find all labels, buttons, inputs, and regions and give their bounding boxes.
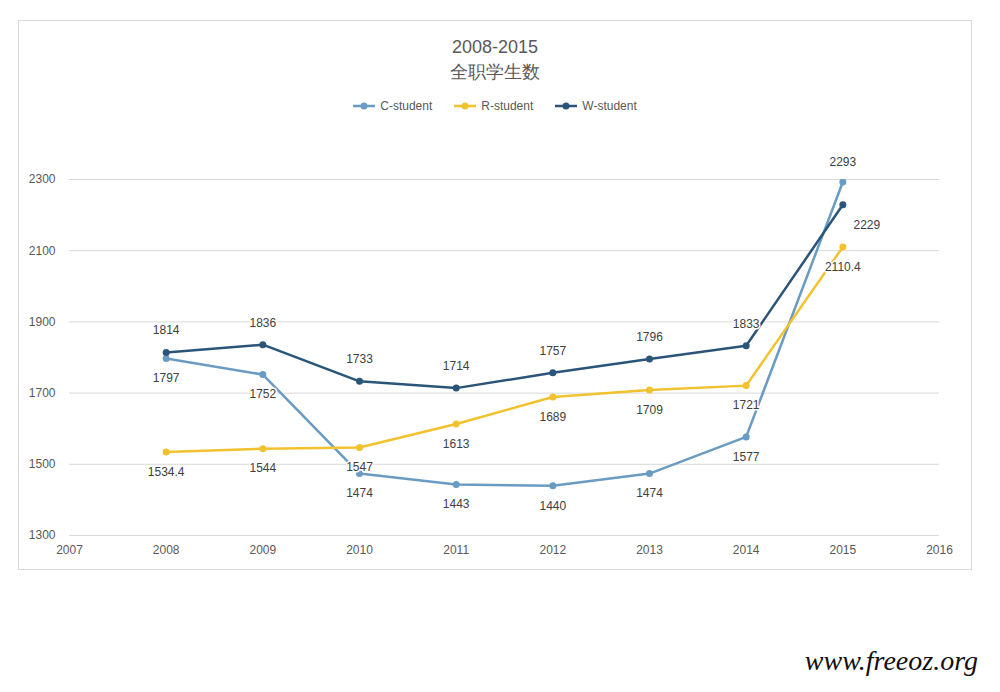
svg-text:1474: 1474: [636, 486, 663, 500]
svg-text:2014: 2014: [733, 543, 760, 557]
svg-text:1733: 1733: [346, 352, 373, 366]
svg-text:1474: 1474: [346, 486, 373, 500]
html-text:C-student: C-student: [380, 99, 433, 113]
svg-text:1577: 1577: [733, 450, 760, 464]
svg-text:2016: 2016: [926, 543, 953, 557]
svg-text:1757: 1757: [539, 344, 566, 358]
svg-text:2007: 2007: [56, 543, 83, 557]
svg-text:2012: 2012: [539, 543, 566, 557]
html-text:www.freeoz.org: www.freeoz.org: [804, 645, 978, 676]
svg-text:1500: 1500: [29, 457, 56, 471]
svg-text:1547: 1547: [346, 460, 373, 474]
svg-text:2110.4: 2110.4: [825, 260, 861, 274]
svg-text:2008: 2008: [153, 543, 180, 557]
svg-text:1814: 1814: [153, 323, 180, 337]
html-text:W-student: W-student: [582, 99, 637, 113]
svg-text:1300: 1300: [29, 528, 56, 542]
svg-text:1900: 1900: [29, 315, 56, 329]
svg-text:2011: 2011: [443, 543, 469, 557]
svg-text:2010: 2010: [346, 543, 373, 557]
svg-text:1544: 1544: [249, 461, 276, 475]
svg-text:1721: 1721: [733, 398, 760, 412]
html-text:全职学生数: 全职学生数: [450, 61, 540, 82]
svg-text:1714: 1714: [443, 359, 470, 373]
svg-text:2009: 2009: [249, 543, 276, 557]
svg-text:1709: 1709: [636, 403, 663, 417]
svg-text:1613: 1613: [443, 437, 470, 451]
svg-text:1440: 1440: [539, 499, 566, 513]
svg-text:2300: 2300: [29, 172, 56, 186]
svg-text:2100: 2100: [29, 244, 56, 258]
svg-text:1689: 1689: [539, 410, 566, 424]
svg-text:1700: 1700: [29, 386, 56, 400]
svg-text:1752: 1752: [249, 387, 276, 401]
html-text:R-student: R-student: [481, 99, 534, 113]
svg-text:1833: 1833: [733, 317, 760, 331]
svg-text:1443: 1443: [443, 497, 470, 511]
svg-text:1836: 1836: [249, 316, 276, 330]
svg-text:2015: 2015: [829, 543, 856, 557]
svg-text:2229: 2229: [853, 218, 880, 232]
svg-text:2013: 2013: [636, 543, 663, 557]
svg-text:1534.4: 1534.4: [148, 465, 185, 479]
svg-text:2293: 2293: [829, 155, 856, 169]
svg-text:1797: 1797: [153, 371, 180, 385]
svg-text:1796: 1796: [636, 330, 663, 344]
html-text:2008-2015: 2008-2015: [452, 37, 538, 57]
